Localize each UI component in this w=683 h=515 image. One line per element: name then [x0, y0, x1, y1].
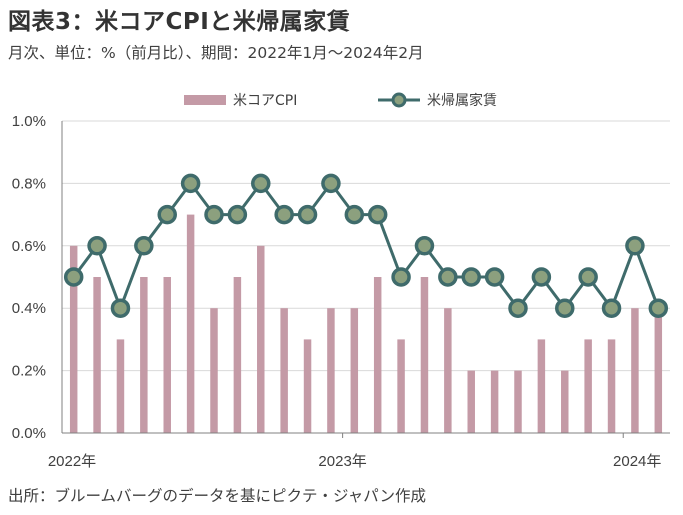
line-marker [601, 298, 622, 318]
y-tick-label: 0.4% [12, 300, 46, 317]
x-tick-label: 2024年 [613, 453, 661, 470]
bar [186, 214, 195, 433]
x-tick-label: 2023年 [318, 453, 366, 470]
source-note: 出所：ブルームバーグのデータを基にピクテ・ジャパン作成 [8, 487, 427, 505]
bar [350, 308, 359, 433]
line-marker [321, 173, 341, 194]
bar [514, 370, 522, 433]
line-marker [134, 236, 154, 256]
chart-subtitle: 月次、単位：%（前月比）、期間：2022年1月～2024年2月 [8, 44, 424, 62]
y-tick-label: 0.2% [12, 363, 46, 380]
bar [116, 339, 125, 433]
line-marker [531, 267, 552, 287]
bar [631, 308, 639, 433]
legend-swatch-bar [184, 95, 226, 105]
bar [280, 308, 288, 433]
y-tick-label: 0.8% [12, 175, 46, 192]
line-marker [87, 236, 107, 256]
line-marker [180, 173, 201, 194]
legend-label-bar: 米コアCPI [233, 93, 297, 109]
line-marker [391, 267, 411, 287]
y-tick-label: 1.0% [12, 113, 46, 130]
bar [397, 339, 405, 433]
bar [420, 277, 429, 433]
bar [140, 277, 148, 433]
x-tick-label: 2022年 [48, 453, 96, 470]
bar [163, 277, 171, 433]
bar [210, 308, 218, 433]
y-tick-label: 0.6% [12, 238, 46, 255]
bar [607, 339, 616, 433]
line-marker [625, 236, 645, 256]
bar [373, 277, 382, 433]
chart-title: 図表3：米コアCPIと米帰属家賃 [8, 9, 351, 35]
line-marker [578, 267, 598, 287]
bar [257, 245, 265, 433]
y-axis: 0.0% 0.2% 0.4% 0.6% 0.8% 1.0% [12, 113, 63, 442]
bar [69, 245, 78, 433]
line-series [63, 173, 669, 318]
bar [654, 308, 663, 433]
bar [233, 277, 242, 433]
line-marker [461, 267, 481, 287]
x-axis: 2022年 2023年 2024年 [48, 432, 670, 470]
line-marker [438, 267, 458, 287]
line-marker [63, 267, 84, 287]
line-marker [648, 298, 669, 318]
bar [93, 277, 101, 433]
line-marker [297, 204, 318, 225]
line-marker [484, 267, 505, 287]
line-marker [508, 298, 528, 318]
bar [444, 308, 452, 433]
legend-swatch-marker [391, 92, 407, 108]
line-marker [204, 204, 224, 225]
line-marker [344, 204, 365, 225]
legend-label-line: 米帰属家賃 [427, 92, 497, 109]
bar [467, 370, 475, 433]
bar [561, 370, 569, 433]
bar-series [69, 214, 663, 433]
bar [303, 339, 312, 433]
y-tick-label: 0.0% [12, 425, 46, 442]
line-marker [367, 204, 388, 225]
bar [584, 339, 592, 433]
line-marker [274, 204, 294, 225]
bar [490, 370, 499, 433]
line-marker [227, 204, 248, 225]
line-marker [555, 298, 575, 318]
legend: 米コアCPI 米帰属家賃 [184, 92, 497, 109]
line-marker [414, 236, 435, 256]
bar [327, 308, 335, 433]
line-marker [157, 204, 177, 225]
line-marker [251, 173, 271, 194]
bar [537, 339, 546, 433]
line-marker [110, 298, 131, 318]
